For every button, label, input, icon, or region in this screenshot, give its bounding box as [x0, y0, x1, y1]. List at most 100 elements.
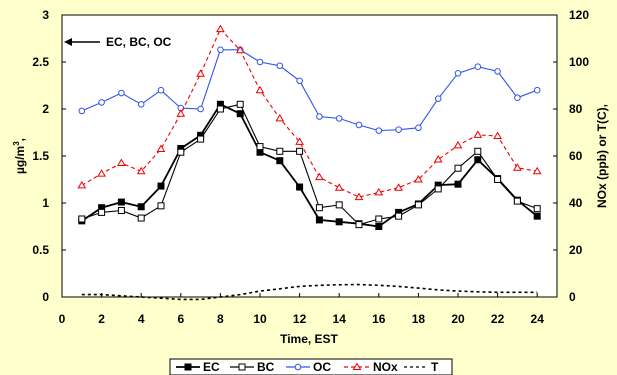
data-point-bc — [197, 135, 205, 143]
x-tick-label: 2 — [98, 312, 105, 326]
series-line-t — [81, 283, 538, 301]
data-point-bc — [474, 147, 482, 155]
data-point-bc — [276, 147, 284, 155]
x-axis-label: Time, EST — [280, 332, 338, 346]
data-point-nox — [453, 140, 463, 149]
data-point-nox — [433, 155, 443, 163]
y-tick-label: 1.5 — [32, 149, 49, 163]
series-bc — [78, 100, 541, 229]
data-point-nox — [493, 131, 502, 140]
plot-area — [61, 14, 558, 298]
x-tick-label: 16 — [372, 312, 386, 326]
data-point-oc — [355, 121, 363, 129]
data-point-oc — [474, 63, 482, 70]
x-tick-label: 10 — [253, 312, 267, 326]
data-point-oc — [533, 86, 541, 94]
data-point-nox — [513, 163, 522, 171]
data-point-ec — [375, 223, 383, 230]
data-point-nox — [315, 172, 324, 181]
data-point-oc — [137, 101, 145, 108]
data-point-bc — [494, 176, 502, 183]
data-point-bc — [513, 197, 521, 205]
data-point-nox — [295, 137, 304, 145]
data-point-nox — [196, 69, 205, 77]
x-tick-label: 20 — [451, 312, 465, 326]
data-point-bc — [98, 208, 106, 216]
data-point-ec — [315, 216, 323, 224]
data-point-oc — [316, 113, 323, 120]
data-point-nox — [136, 166, 146, 175]
x-tick-label: 22 — [491, 312, 505, 326]
data-point-oc — [256, 58, 264, 66]
data-point-oc — [395, 126, 402, 133]
data-point-oc — [118, 89, 125, 97]
y2-tick-label: 20 — [569, 243, 583, 257]
x-tick-label: 6 — [177, 312, 184, 326]
x-tick-label: 12 — [293, 312, 307, 326]
data-point-oc — [335, 115, 343, 122]
y-tick-label: 0.5 — [32, 243, 49, 257]
legend-box — [169, 358, 453, 375]
data-point-oc — [415, 124, 422, 132]
data-point-nox — [354, 192, 364, 201]
data-point-nox — [414, 175, 423, 183]
y2-axis-label: NOx (ppb) or T(C), — [595, 104, 609, 208]
data-point-bc — [315, 204, 323, 212]
series-layer — [77, 24, 542, 301]
data-point-nox — [156, 144, 166, 152]
y-axis-label: µg/m3, — [12, 138, 27, 174]
legend-label-bc: BC — [257, 360, 275, 374]
y-tick-label: 1 — [42, 196, 49, 210]
data-point-bc — [434, 185, 442, 193]
data-point-bc — [256, 143, 264, 151]
data-point-bc — [236, 100, 244, 108]
data-point-nox — [532, 166, 542, 175]
y2-tick-label: 40 — [569, 196, 583, 210]
data-point-bc — [177, 148, 185, 156]
series-t — [81, 283, 538, 301]
data-point-nox — [473, 130, 483, 138]
data-point-ec — [276, 157, 284, 165]
series-nox — [77, 24, 542, 201]
x-tick-label: 24 — [531, 312, 545, 326]
data-point-nox — [117, 158, 126, 167]
y2-tick-label: 60 — [569, 149, 583, 163]
data-point-oc — [375, 127, 383, 134]
annotation-arrow-head — [64, 38, 72, 46]
data-point-nox — [97, 169, 106, 177]
legend: EC BC OC NOx T — [169, 358, 453, 375]
data-point-oc — [217, 46, 224, 54]
data-point-nox — [275, 113, 285, 122]
x-tick-label: 4 — [138, 312, 145, 326]
data-point-oc — [197, 105, 204, 113]
data-point-nox — [216, 24, 225, 33]
axis-ticks: 0 2 4 6 8 10 12 14 16 18 20 22 2400.511.522.53020406… — [32, 8, 589, 326]
legend-label-oc: OC — [313, 360, 331, 374]
y-axis-label-suffix: , — [13, 138, 27, 141]
data-point-oc — [494, 68, 501, 75]
data-point-bc — [533, 205, 541, 213]
data-point-bc — [375, 215, 383, 223]
data-point-bc — [216, 105, 224, 113]
y-tick-label: 0 — [42, 290, 49, 304]
data-point-bc — [296, 147, 304, 155]
x-tick-label: 0 — [59, 312, 66, 326]
data-point-ec — [454, 180, 462, 188]
data-point-oc — [98, 99, 105, 106]
data-point-oc — [157, 86, 165, 94]
legend-items: EC BC OC NOx T — [176, 360, 439, 374]
y2-tick-label: 0 — [569, 290, 576, 304]
legend-marker-oc — [294, 363, 302, 371]
data-point-ec — [117, 198, 125, 206]
data-point-bc — [454, 164, 462, 172]
annotation-text: EC, BC, OC — [106, 35, 172, 49]
data-point-bc — [137, 214, 145, 222]
data-point-ec — [236, 110, 244, 118]
data-point-bc — [117, 207, 125, 215]
data-point-bc — [414, 201, 422, 209]
x-tick-label: 18 — [412, 312, 426, 326]
data-point-nox — [235, 45, 245, 54]
series-oc — [78, 46, 541, 134]
